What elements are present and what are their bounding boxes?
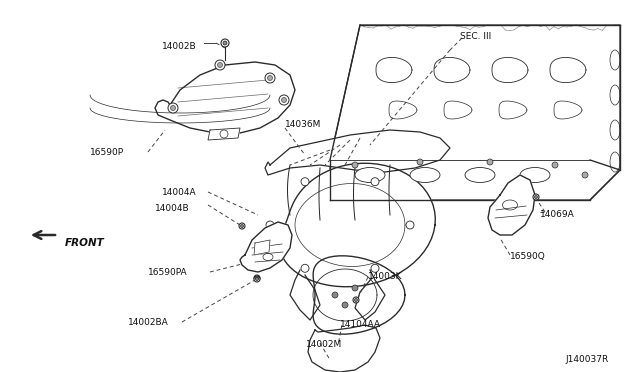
Circle shape: [332, 292, 338, 298]
Circle shape: [265, 73, 275, 83]
Text: 14002B: 14002B: [162, 42, 196, 51]
Circle shape: [279, 95, 289, 105]
Circle shape: [255, 278, 259, 280]
Circle shape: [533, 194, 539, 200]
Circle shape: [168, 103, 178, 113]
Circle shape: [355, 298, 358, 301]
Circle shape: [170, 106, 175, 110]
Circle shape: [301, 264, 309, 272]
Polygon shape: [240, 222, 292, 272]
Circle shape: [254, 276, 260, 282]
Text: 16590PA: 16590PA: [148, 268, 188, 277]
Text: 14036M: 14036M: [285, 120, 321, 129]
Circle shape: [352, 285, 358, 291]
Text: 14002BA: 14002BA: [128, 318, 169, 327]
Ellipse shape: [465, 167, 495, 183]
Polygon shape: [254, 240, 270, 255]
Circle shape: [282, 97, 287, 103]
Ellipse shape: [355, 167, 385, 183]
Circle shape: [266, 221, 274, 229]
Text: 16590P: 16590P: [90, 148, 124, 157]
Circle shape: [352, 162, 358, 168]
Polygon shape: [434, 57, 470, 83]
Polygon shape: [313, 256, 405, 334]
Text: 14004A: 14004A: [162, 188, 196, 197]
Polygon shape: [550, 57, 586, 83]
Polygon shape: [389, 101, 417, 119]
Polygon shape: [488, 175, 535, 235]
Circle shape: [406, 221, 414, 229]
Text: 14104AA: 14104AA: [340, 320, 381, 329]
Circle shape: [254, 275, 260, 281]
Text: J140037R: J140037R: [565, 355, 608, 364]
Polygon shape: [376, 57, 412, 83]
Circle shape: [220, 130, 228, 138]
Circle shape: [342, 302, 348, 308]
Circle shape: [353, 297, 359, 303]
Circle shape: [417, 159, 423, 165]
Polygon shape: [308, 325, 380, 372]
Text: 14004B: 14004B: [155, 204, 189, 213]
Circle shape: [241, 224, 243, 228]
Text: 14003K: 14003K: [368, 272, 403, 281]
Circle shape: [268, 76, 273, 80]
Polygon shape: [330, 25, 620, 200]
Ellipse shape: [520, 167, 550, 183]
Polygon shape: [265, 130, 450, 175]
Circle shape: [487, 159, 493, 165]
Ellipse shape: [410, 167, 440, 183]
Circle shape: [218, 62, 223, 67]
Polygon shape: [280, 163, 435, 287]
Polygon shape: [554, 101, 582, 119]
Circle shape: [371, 178, 379, 186]
Circle shape: [255, 276, 259, 279]
Circle shape: [534, 196, 538, 199]
Circle shape: [371, 264, 379, 272]
Text: 14069A: 14069A: [540, 210, 575, 219]
Polygon shape: [330, 25, 620, 200]
Circle shape: [221, 39, 229, 47]
Text: FRONT: FRONT: [65, 238, 105, 248]
Text: SEC. lll: SEC. lll: [460, 32, 492, 41]
Text: 16590Q: 16590Q: [510, 252, 546, 261]
Polygon shape: [208, 128, 240, 140]
Circle shape: [582, 172, 588, 178]
Polygon shape: [155, 62, 295, 133]
Text: 14002M: 14002M: [306, 340, 342, 349]
Circle shape: [223, 41, 227, 45]
Circle shape: [552, 162, 558, 168]
Circle shape: [239, 223, 245, 229]
Polygon shape: [499, 101, 527, 119]
Circle shape: [301, 178, 309, 186]
Circle shape: [215, 60, 225, 70]
Polygon shape: [444, 101, 472, 119]
Polygon shape: [492, 57, 528, 83]
